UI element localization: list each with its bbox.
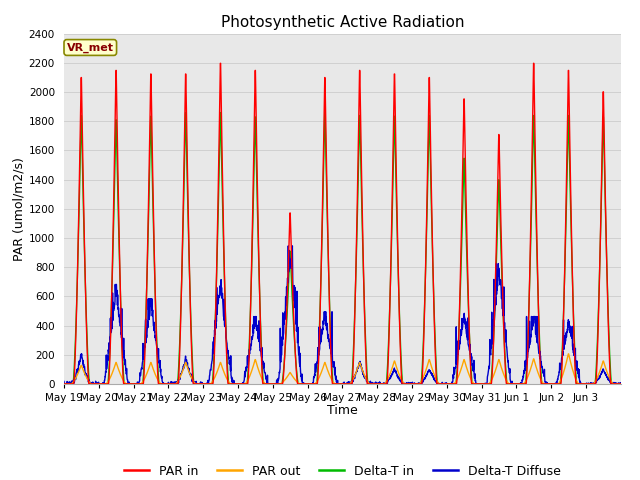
Y-axis label: PAR (umol/m2/s): PAR (umol/m2/s) [13, 157, 26, 261]
Legend: PAR in, PAR out, Delta-T in, Delta-T Diffuse: PAR in, PAR out, Delta-T in, Delta-T Dif… [119, 460, 566, 480]
Text: VR_met: VR_met [67, 42, 114, 53]
X-axis label: Time: Time [327, 405, 358, 418]
Title: Photosynthetic Active Radiation: Photosynthetic Active Radiation [221, 15, 464, 30]
